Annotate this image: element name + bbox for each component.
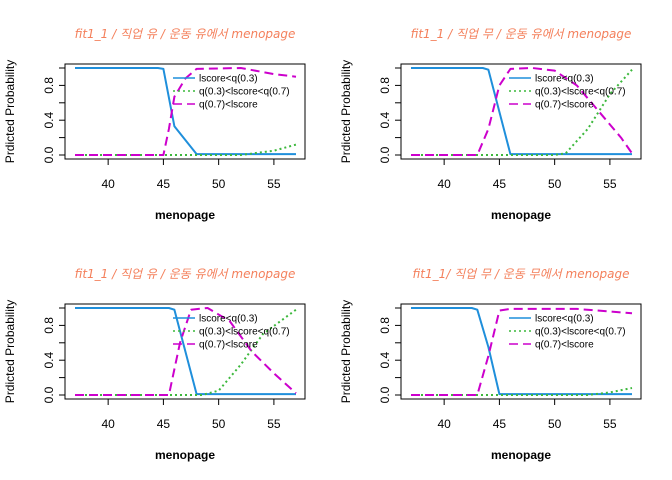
series-line-3: [75, 67, 297, 156]
y-tick-label: 0.4: [378, 112, 392, 129]
chart-title: fit1_1 / 직업 유 / 운동 유에서 menopage: [75, 27, 296, 41]
y-axis-label: Prdicted Probability: [339, 60, 353, 163]
legend: lscore<q(0.3) q(0.3)<lscore<q(0.7) q(0.7)<…: [173, 314, 290, 351]
x-tick-label: 45: [493, 177, 507, 191]
y-axis-label: Prdicted Probability: [3, 300, 17, 403]
legend-entry: q(0.7)<lscore: [535, 100, 594, 111]
legend-entry: q(0.7)<lscore: [199, 340, 258, 351]
chart-title: fit1_1/ 직업 무 / 운동 무에서 menopage: [412, 267, 629, 281]
x-tick-label: 55: [603, 177, 617, 191]
series-line-2: [411, 69, 633, 156]
plot-frame: [64, 63, 306, 160]
y-tick-label: 0.8: [42, 77, 56, 94]
series-line-1: [75, 67, 296, 156]
x-tick-label: 55: [267, 417, 281, 431]
x-tick-label: 45: [157, 177, 171, 191]
legend-entry: q(0.3)<lscore<q(0.7): [535, 327, 626, 338]
plot-frame: [64, 303, 306, 400]
series-line-1: [75, 307, 296, 396]
y-tick-label: 0.0: [42, 146, 56, 163]
series-line-2: [75, 143, 297, 156]
y-tick-label: 0.0: [42, 386, 56, 403]
chart-panel-4: fit1_1/ 직업 무 / 운동 무에서 menopage 40 45 50 55 0.…: [339, 267, 642, 462]
legend-entry: q(0.7)<lscore: [535, 340, 594, 351]
legend: lscore<q(0.3) q(0.3)<lscore<q(0.7) q(0.7)<…: [173, 74, 290, 111]
y-axis-label: Prdicted Probability: [339, 300, 353, 403]
legend-entry: q(0.3)<lscore<q(0.7): [199, 327, 290, 338]
legend-entry: lscore<q(0.3): [535, 74, 594, 85]
series-line-2: [75, 308, 297, 396]
chart-title: fit1_1 / 직업 무 / 운동 유에서 menopage: [411, 27, 632, 41]
y-tick-label: 0.0: [378, 146, 392, 163]
series-line-2: [411, 387, 633, 396]
x-tick-label: 45: [157, 417, 171, 431]
x-tick-label: 40: [437, 417, 451, 431]
y-tick-label: 0.4: [378, 352, 392, 369]
series-line-1: [411, 307, 632, 396]
y-axis-label: Prdicted Probability: [3, 60, 17, 163]
x-axis-label: menopage: [155, 208, 215, 222]
series-line-1: [411, 67, 632, 156]
x-tick-label: 40: [101, 417, 115, 431]
x-tick-label: 50: [548, 417, 562, 431]
y-tick-label: 0.8: [378, 317, 392, 334]
x-tick-label: 50: [548, 177, 562, 191]
legend: lscore<q(0.3) q(0.3)<lscore<q(0.7) q(0.7)<…: [509, 74, 626, 111]
y-tick-label: 0.4: [42, 112, 56, 129]
plot-frame: [400, 303, 642, 400]
x-axis-label: menopage: [491, 208, 551, 222]
legend-entry: q(0.7)<lscore: [199, 100, 258, 111]
legend: lscore<q(0.3) q(0.3)<lscore<q(0.7) q(0.7)<…: [509, 314, 626, 351]
series-line-3: [411, 307, 633, 396]
legend-entry: q(0.3)<lscore<q(0.7): [535, 87, 626, 98]
series-line-3: [411, 67, 633, 156]
plot-frame: [400, 63, 642, 160]
x-tick-label: 55: [267, 177, 281, 191]
legend-entry: lscore<q(0.3): [199, 314, 258, 325]
chart-title: fit1_1 / 직업 유 / 운동 유에서 menopage: [75, 267, 296, 281]
chart-panel-3: fit1_1 / 직업 유 / 운동 유에서 menopage 40 45 50 55 0…: [3, 267, 306, 462]
y-tick-label: 0.8: [42, 317, 56, 334]
x-axis-label: menopage: [491, 448, 551, 462]
x-tick-label: 40: [437, 177, 451, 191]
x-tick-label: 45: [493, 417, 507, 431]
chart-panel-2: fit1_1 / 직업 무 / 운동 유에서 menopage 40 45 50 55 0…: [339, 27, 642, 222]
series-line-3: [75, 307, 297, 396]
y-tick-label: 0.0: [378, 386, 392, 403]
y-tick-label: 0.4: [42, 352, 56, 369]
chart-panel-1: fit1_1 / 직업 유 / 운동 유에서 menopage 40 45 50 55 0…: [3, 27, 306, 222]
legend-entry: lscore<q(0.3): [535, 314, 594, 325]
x-tick-label: 40: [101, 177, 115, 191]
y-tick-label: 0.8: [378, 77, 392, 94]
x-tick-label: 50: [212, 417, 226, 431]
x-tick-label: 55: [603, 417, 617, 431]
legend-entry: q(0.3)<lscore<q(0.7): [199, 87, 290, 98]
x-tick-label: 50: [212, 177, 226, 191]
x-axis-label: menopage: [155, 448, 215, 462]
legend-entry: lscore<q(0.3): [199, 74, 258, 85]
